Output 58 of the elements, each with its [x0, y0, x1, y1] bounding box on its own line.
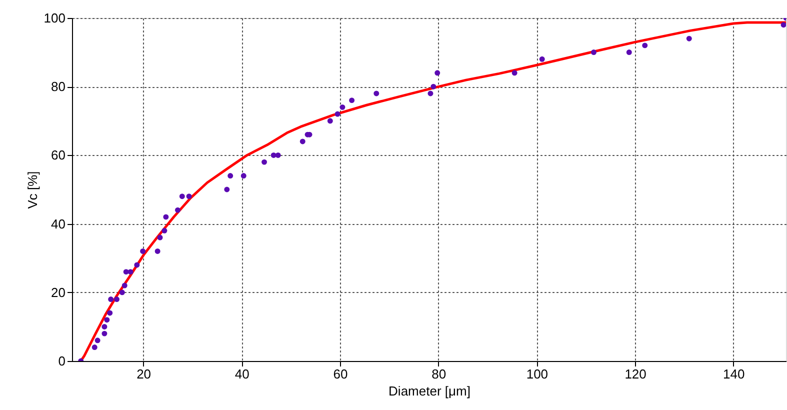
point	[642, 42, 648, 48]
point	[334, 111, 340, 117]
point	[262, 159, 268, 165]
point	[162, 228, 168, 234]
point	[228, 173, 234, 179]
point	[780, 22, 786, 28]
point	[430, 84, 436, 90]
point	[174, 207, 180, 213]
point	[94, 338, 100, 344]
point	[626, 50, 632, 56]
point	[349, 98, 355, 104]
line-series	[80, 21, 786, 361]
point	[154, 248, 160, 254]
point	[128, 269, 134, 275]
y-tick-label: 80	[51, 79, 66, 94]
x-tick-label: 140	[723, 366, 745, 382]
point	[340, 104, 346, 110]
point	[270, 152, 276, 158]
y-tick-label: 60	[51, 148, 66, 163]
point	[186, 194, 192, 200]
x-tick-label: 20	[136, 366, 152, 382]
x-tick-label: 120	[624, 366, 646, 382]
point	[163, 214, 169, 220]
point	[107, 310, 113, 316]
point	[428, 90, 434, 96]
point	[114, 296, 120, 302]
point	[179, 194, 185, 200]
x-tick-label: 40	[234, 366, 250, 382]
point	[104, 317, 110, 323]
point	[374, 90, 380, 96]
point	[102, 330, 108, 336]
x-tick-label: 80	[432, 366, 446, 382]
point	[240, 173, 246, 179]
y-tick-label: 40	[51, 216, 66, 232]
point	[327, 118, 333, 124]
point	[512, 70, 518, 76]
x-tick-label: 60	[333, 366, 348, 382]
point	[224, 186, 230, 192]
x-tick-label: 100	[526, 366, 548, 382]
y-axis-title: Vc [%]	[24, 171, 40, 209]
point	[434, 70, 440, 76]
point	[157, 234, 163, 240]
point	[686, 36, 692, 42]
point	[300, 138, 306, 144]
point	[134, 262, 140, 268]
point	[102, 324, 108, 330]
point	[539, 56, 545, 62]
y-tick-label: 100	[44, 10, 66, 26]
point	[119, 290, 125, 296]
point	[275, 152, 281, 158]
point	[108, 296, 114, 302]
y-tick-label: 20	[51, 284, 66, 300]
point	[590, 50, 596, 56]
point	[92, 344, 98, 350]
point	[122, 282, 128, 288]
point	[140, 248, 146, 254]
y-tick-label: 0	[58, 354, 66, 368]
x-axis-title: Diameter [μm]	[388, 384, 470, 398]
